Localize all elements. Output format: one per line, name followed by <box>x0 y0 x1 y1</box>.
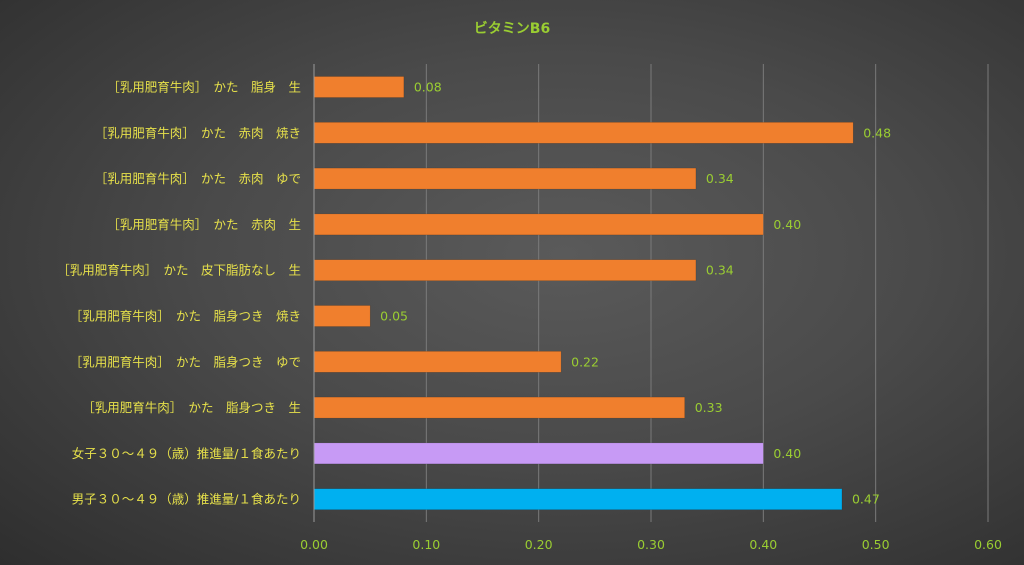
x-tick-label: 0.40 <box>749 537 777 552</box>
value-label: 0.05 <box>380 309 408 324</box>
bar <box>313 122 854 144</box>
chart-title: ビタミンB6 <box>474 21 550 37</box>
bar <box>313 167 697 190</box>
bar <box>313 305 371 327</box>
value-label: 0.33 <box>695 400 723 415</box>
category-label: ［乳用肥育牛肉］ かた 赤肉 生 <box>107 217 301 232</box>
value-label: 0.22 <box>571 354 599 369</box>
category-label: ［乳用肥育牛肉］ かた 脂身つき 焼き <box>70 309 301 324</box>
bar <box>313 213 764 236</box>
x-tick-label: 0.20 <box>525 537 553 552</box>
category-label: ［乳用肥育牛肉］ かた 皮下脂肪なし 生 <box>57 263 301 278</box>
value-label: 0.34 <box>706 263 734 278</box>
x-tick-label: 0.50 <box>862 537 890 552</box>
category-label: 男子３０～４９（歳）推進量/１食あたり <box>72 492 301 507</box>
bar <box>313 396 685 419</box>
category-label: ［乳用肥育牛肉］ かた 脂身 生 <box>107 80 301 95</box>
x-tick-label: 0.10 <box>412 537 440 552</box>
category-label: ［乳用肥育牛肉］ かた 脂身つき ゆで <box>70 354 301 369</box>
category-label: ［乳用肥育牛肉］ かた 赤肉 焼き <box>95 125 301 140</box>
x-tick-label: 0.00 <box>300 537 328 552</box>
value-label: 0.08 <box>414 80 442 95</box>
value-labels: 0.08 0.48 0.34 0.40 0.34 0.05 0.22 0.33 0.40 0.47 <box>380 80 891 507</box>
value-label: 0.47 <box>852 492 880 507</box>
value-label: 0.40 <box>773 217 801 232</box>
value-label: 0.40 <box>773 446 801 461</box>
bar <box>313 351 562 373</box>
category-label: ［乳用肥育牛肉］ かた 脂身つき 生 <box>82 400 301 415</box>
bar <box>313 259 697 281</box>
bars <box>313 76 854 510</box>
bar <box>313 488 843 510</box>
value-label: 0.34 <box>706 171 734 186</box>
x-axis-tick-labels: 0.00 0.10 0.20 0.30 0.40 0.50 0.60 <box>300 537 1002 552</box>
x-tick-label: 0.30 <box>637 537 665 552</box>
bar <box>313 442 764 465</box>
category-label: 女子３０～４９（歳）推進量/１食あたり <box>72 446 301 461</box>
value-label: 0.48 <box>863 125 891 140</box>
bar <box>313 76 405 98</box>
x-tick-label: 0.60 <box>974 537 1002 552</box>
category-labels: ［乳用肥育牛肉］ かた 脂身 生 ［乳用肥育牛肉］ かた 赤肉 焼き ［乳用肥育牛肉… <box>57 80 301 507</box>
category-label: ［乳用肥育牛肉］ かた 赤肉 ゆで <box>95 171 301 186</box>
